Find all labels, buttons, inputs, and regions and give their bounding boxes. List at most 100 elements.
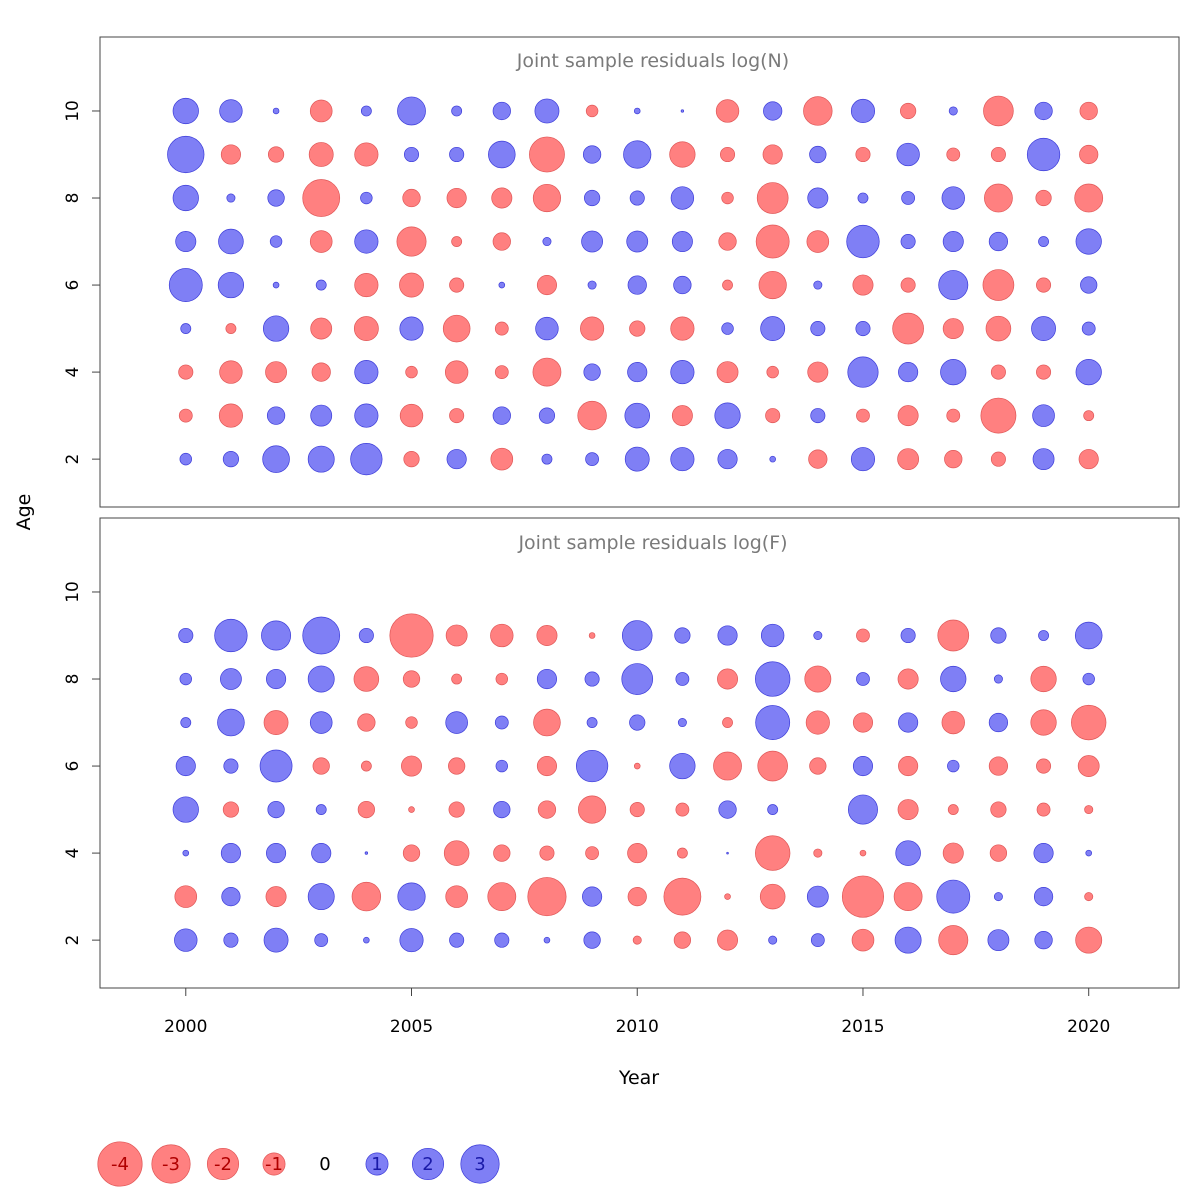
bubble-positive-2000-age-7: [175, 231, 197, 253]
bubble-positive-2019-age-4: [1033, 843, 1054, 864]
bubble-positive-2012-age-2: [717, 449, 738, 470]
x-tick-label: 2010: [616, 1017, 659, 1037]
bubble-positive-2008-age-8: [536, 668, 558, 690]
bubble-negative-2012-age-4: [716, 361, 739, 383]
bubble-negative-2004-age-7: [357, 713, 376, 732]
bubble-positive-2014-age-5: [810, 321, 826, 337]
bubble-negative-2007-age-4: [493, 844, 511, 862]
bubble-negative-2009-age-10: [585, 104, 599, 118]
bubble-positive-2011-age-2: [670, 447, 695, 472]
bubble-positive-2000-age-8: [179, 672, 192, 686]
y-tick-label: 8: [63, 674, 83, 685]
bubble-positive-2009-age-2: [585, 452, 599, 467]
bubble-positive-2020-age-9: [1074, 621, 1103, 650]
bubble-positive-2020-age-5: [1081, 321, 1096, 336]
bubble-positive-2008-age-2: [541, 453, 553, 465]
bubble-negative-2006-age-4: [444, 360, 469, 384]
bubble-positive-2016-age-8: [901, 191, 916, 205]
bubble-negative-2019-age-8: [1030, 665, 1057, 693]
bubble-negative-2015-age-4: [859, 849, 867, 857]
bubble-negative-2019-age-6: [1036, 758, 1052, 774]
bubble-negative-2011-age-3: [663, 877, 702, 916]
panel-log-f-bubbles: [172, 613, 1107, 956]
bubble-positive-2013-age-5: [767, 804, 779, 815]
bubble-negative-2017-age-7: [941, 710, 965, 735]
bubble-negative-2012-age-3: [724, 893, 731, 900]
legend-label: 2: [422, 1154, 433, 1175]
bubble-negative-2018-age-10: [983, 95, 1014, 127]
bubble-positive-2007-age-2: [494, 932, 510, 948]
bubble-positive-2013-age-9: [761, 623, 785, 648]
bubble-negative-2015-age-3: [856, 408, 870, 423]
bubble-positive-2001-age-3: [221, 887, 241, 907]
bubble-negative-2007-age-8: [495, 672, 509, 686]
bubble-positive-2016-age-4: [898, 362, 919, 383]
bubble-negative-2014-age-6: [809, 757, 827, 775]
bubble-negative-2018-age-8: [984, 183, 1013, 213]
bubble-positive-2000-age-5: [172, 796, 199, 823]
bubble-positive-2003-age-5: [315, 804, 327, 815]
bubble-negative-2019-age-4: [1036, 364, 1052, 380]
bubble-negative-2008-age-7: [533, 708, 561, 737]
bubble-negative-2005-age-5: [408, 806, 415, 813]
bubble-negative-2006-age-4: [443, 840, 470, 866]
bubble-positive-2004-age-9: [358, 627, 374, 644]
bubble-negative-2010-age-4: [627, 843, 648, 864]
bubble-positive-2009-age-2: [583, 931, 601, 949]
bubble-negative-2018-age-4: [989, 844, 1008, 862]
panel-log-n-y-axis: 2 4 6 8 10: [63, 100, 100, 465]
bubble-negative-2006-age-9: [445, 624, 468, 647]
bubble-negative-2006-age-5: [442, 314, 471, 343]
bubble-positive-2004-age-4: [364, 851, 369, 855]
x-axis: 2000 2005 2010 2015 2020: [164, 987, 1110, 1037]
bubble-negative-2012-age-9: [720, 146, 736, 163]
bubble-negative-2018-age-2: [990, 451, 1006, 467]
bubble-positive-2014-age-2: [810, 933, 825, 948]
bubble-negative-2018-age-5: [990, 801, 1007, 818]
bubble-positive-2016-age-4: [895, 840, 921, 866]
bubble-negative-2016-age-3: [893, 882, 923, 911]
bubble-negative-2008-age-9: [536, 625, 558, 646]
bubble-negative-2003-age-5: [310, 317, 333, 340]
bubble-positive-2000-age-6: [175, 756, 196, 777]
bubble-positive-2018-age-7: [988, 231, 1009, 252]
bubble-negative-2000-age-4: [178, 364, 194, 380]
bubble-positive-2017-age-6: [947, 759, 960, 773]
panel-log-f: Joint sample residuals log(F) 2 4 6 8 10: [63, 517, 1180, 989]
bubble-negative-2009-age-3: [577, 400, 607, 431]
bubble-negative-2020-age-5: [1084, 805, 1094, 815]
bubble-positive-2004-age-2: [363, 936, 370, 944]
bubble-positive-2004-age-10: [360, 105, 372, 117]
bubble-positive-2016-age-7: [900, 234, 916, 250]
bubble-negative-2013-age-6: [757, 750, 788, 782]
bubble-positive-2020-age-4: [1075, 358, 1102, 386]
bubble-negative-2012-age-6: [713, 751, 742, 781]
bubble-positive-2010-age-6: [627, 275, 647, 295]
bubble-positive-2009-age-7: [586, 717, 598, 728]
bubble-negative-2011-age-5: [670, 316, 695, 341]
bubble-negative-2003-age-4: [311, 362, 331, 382]
bubble-positive-2000-age-2: [179, 452, 192, 466]
panel-log-n-title: Joint sample residuals log(N): [516, 50, 789, 72]
bubble-positive-2009-age-6: [587, 280, 597, 290]
bubble-negative-2007-age-8: [491, 187, 513, 209]
bubble-positive-2018-age-7: [988, 712, 1009, 733]
bubble-negative-2007-age-9: [490, 623, 514, 648]
legend-bubble: [365, 1152, 389, 1176]
bubble-negative-2005-age-8: [402, 670, 421, 688]
bubble-positive-2005-age-10: [397, 96, 426, 126]
bubble-positive-2008-age-7: [542, 237, 552, 247]
bubble-positive-2009-age-8: [584, 189, 601, 207]
bubble-positive-2006-age-2: [446, 449, 467, 470]
bubble-positive-2013-age-2: [769, 455, 776, 463]
bubble-positive-2007-age-7: [494, 715, 509, 730]
bubble-positive-2011-age-9: [674, 627, 691, 644]
bubble-negative-2014-age-7: [806, 230, 830, 253]
bubble-positive-2003-age-3: [310, 404, 333, 427]
bubble-negative-2010-age-5: [629, 802, 645, 818]
bubble-negative-2008-age-6: [536, 275, 558, 296]
bubble-positive-2002-age-8: [266, 668, 287, 690]
bubble-positive-2014-age-9: [809, 145, 827, 164]
bubble-positive-2000-age-5: [180, 323, 192, 334]
bubble-positive-2017-age-6: [938, 270, 969, 301]
